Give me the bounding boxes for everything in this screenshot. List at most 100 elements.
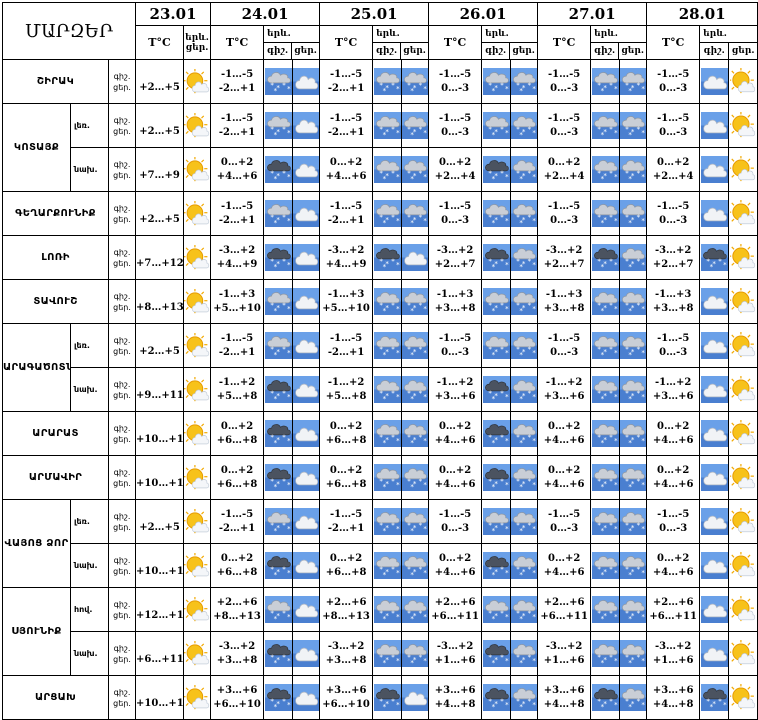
svg-text:*: * [631,83,635,92]
svg-text:*: * [488,476,492,485]
weather-label: երև. [373,27,428,43]
svg-text:*: * [419,124,423,133]
day-label: ցեր. [113,478,131,488]
svg-text:*: * [396,84,400,93]
svg-text:*: * [505,348,509,357]
cloudy-icon [699,59,730,104]
day-temp: +6…+11 [649,610,697,622]
night-temp: -3…+2 [436,244,474,256]
svg-text:*: * [600,438,604,447]
day-temp: +2…+5 [135,59,185,104]
svg-text:*: * [491,130,495,139]
temp-header: T°C [210,25,265,60]
svg-text:*: * [413,391,417,400]
svg-text:*: * [609,124,613,133]
subregion-label: լեռ. [70,103,109,148]
day-temp: +5…+10 [213,302,261,314]
day-label: ցեր. [113,214,131,224]
temp-range: +2…+6 +8…+13 [210,587,265,632]
dark-snow-cloud-icon: * * * * * [372,235,403,280]
svg-text:*: * [603,215,607,224]
svg-text:*: * [385,435,389,444]
svg-text:*: * [528,80,532,89]
night-temp: +3…+6 [543,684,585,696]
day-temp: +6…+8 [325,434,367,446]
svg-text:*: * [500,432,504,441]
day-temp: +4…+6 [652,434,694,446]
svg-text:*: * [273,86,277,95]
svg-text:*: * [379,300,383,309]
svg-text:*: * [419,388,423,397]
partly-sunny-icon [728,147,758,192]
svg-text:*: * [522,391,526,400]
cloudy-icon [292,103,321,148]
svg-text:*: * [270,168,274,177]
night-label: գիշ. [113,335,131,345]
temp-range: -1…-5 0…-3 [537,323,592,368]
night-day-label: գիշ. ցեր. [107,675,137,720]
weather-header: երև. գիշ. ցեր. [263,25,321,60]
cloudy-icon [292,499,321,544]
svg-text:*: * [516,388,520,397]
weather-label: երև. [482,27,537,43]
day-label: ցեր. [621,46,644,56]
day-temp: +6…+8 [216,478,258,490]
snow-cloud-icon: * * * * * [401,499,430,544]
svg-text:*: * [491,658,495,667]
region-name: ԿՈՏԱՅՔ [2,103,71,192]
day-temp: +10…+12 [135,543,185,588]
svg-text:*: * [488,256,492,265]
svg-text:*: * [396,436,400,445]
svg-text:*: * [637,124,641,133]
night-label: գիշ. [113,291,131,301]
svg-text:*: * [522,171,526,180]
svg-text:*: * [413,479,417,488]
svg-text:*: * [631,215,635,224]
svg-text:*: * [532,128,536,137]
cloudy-icon [292,411,321,456]
svg-text:*: * [382,658,386,667]
svg-text:*: * [532,568,536,577]
svg-text:*: * [410,130,414,139]
date-header: 26.01 [428,2,539,26]
temp-range: -1…+3 +3…+8 [646,279,701,324]
snow-cloud-icon: * * * * * [401,191,430,236]
day-label: ցեր. [512,46,535,56]
svg-text:*: * [532,524,536,533]
day-temp: -2…+1 [218,126,256,138]
svg-text:*: * [528,432,532,441]
svg-text:*: * [379,520,383,529]
svg-text:*: * [597,344,601,353]
svg-text:*: * [410,394,414,403]
day-label: ցեր. [113,566,131,576]
temp-range: -1…-5 -2…+1 [210,59,265,104]
svg-text:*: * [597,212,601,221]
svg-text:*: * [528,168,532,177]
day-label: ցեր. [113,654,131,664]
svg-text:*: * [532,700,536,709]
cloudy-icon [699,191,730,236]
svg-text:*: * [410,86,414,95]
night-temp: -1…-5 [657,68,690,80]
svg-text:*: * [516,212,520,221]
svg-text:*: * [276,259,280,268]
svg-text:*: * [625,212,629,221]
svg-text:*: * [391,344,395,353]
svg-text:*: * [519,702,523,711]
night-temp: -1…-5 [329,112,363,124]
svg-text:*: * [379,256,383,265]
night-temp: -3…+2 [545,244,583,256]
svg-text:*: * [382,614,386,623]
day-temp: +4…+6 [434,434,476,446]
svg-text:*: * [614,568,618,577]
snow-cloud-icon: * * * * * [590,59,621,104]
svg-text:*: * [522,523,526,532]
temp-range: -1…-5 -2…+1 [210,499,265,544]
day-temp: +3…+8 [216,654,258,666]
svg-text:*: * [532,304,536,313]
night-day-label: գիշ. ցեր. [107,543,137,588]
svg-text:*: * [600,130,604,139]
svg-text:*: * [505,524,509,533]
svg-text:*: * [600,702,604,711]
subregion-label: հով. [70,587,109,632]
